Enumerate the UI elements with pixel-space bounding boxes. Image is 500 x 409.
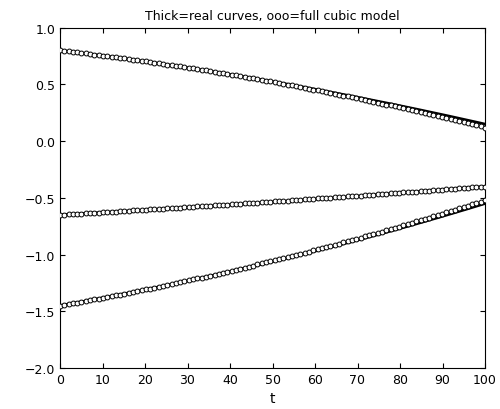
X-axis label: t: t — [270, 391, 275, 405]
Title: Thick=real curves, ooo=full cubic model: Thick=real curves, ooo=full cubic model — [145, 10, 400, 23]
